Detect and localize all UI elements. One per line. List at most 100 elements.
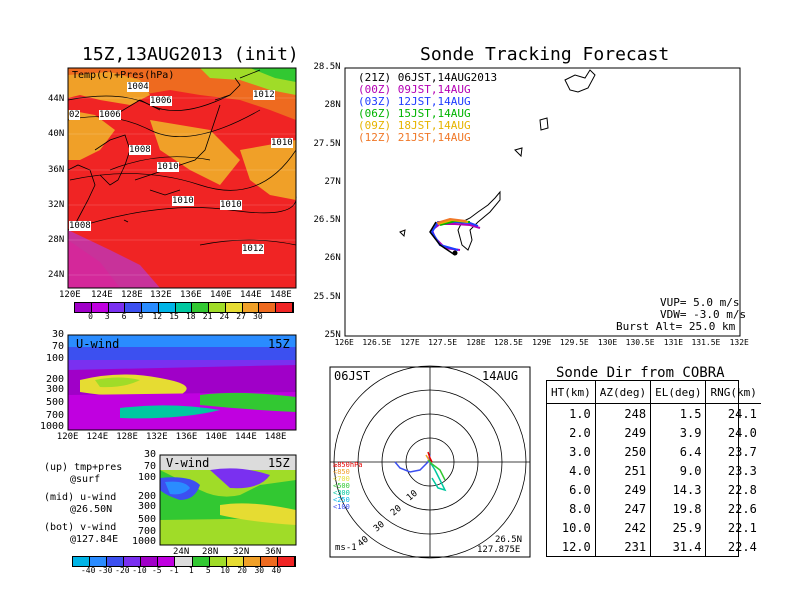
legend-row: (00Z) 09JST,14AUG [358, 84, 497, 96]
table-cell: 22.8 [727, 482, 757, 497]
sonde-table-frame: HT(km) AZ(deg) EL(deg) RNG(km) 1.0 248 1.5 24.1… [546, 380, 761, 557]
table-row: 6.0 249 14.3 22.8 [547, 480, 761, 499]
lat-tick: 26.5N [313, 215, 341, 226]
colorbar-tick: 20 [237, 566, 247, 575]
island-okinawa [457, 190, 501, 251]
x-tick: 24N [173, 547, 190, 557]
x-tick: 124E [86, 432, 109, 442]
lat-tick: 27N [324, 176, 341, 187]
colorbar-swatch [242, 303, 260, 312]
table-header: RNG(km) [705, 381, 761, 404]
island-amami [564, 69, 596, 93]
v-wind-time: 15Z [268, 456, 290, 470]
polar-date: 14AUG [482, 369, 519, 383]
colorbar-swatch [175, 303, 193, 312]
y-tick: 700 [46, 409, 65, 421]
y-tick: 70 [144, 460, 157, 472]
lon-tick: 124E [91, 290, 113, 300]
table-header: HT(km) [547, 381, 596, 404]
lon-tick: 129.5E [559, 338, 589, 347]
lon-tick: 128.5E [493, 338, 523, 347]
x-tick: 28N [202, 547, 219, 557]
table-row: 8.0 247 19.8 22.6 [547, 499, 761, 518]
lon-tick: 126.5E [362, 338, 392, 347]
table-cell: 22.1 [727, 520, 757, 535]
colorbar-swatch [141, 557, 159, 566]
colorbar-swatch [192, 303, 210, 312]
note-up-level: @surf [70, 474, 101, 485]
table-cell: 250 [595, 442, 652, 461]
colorbar-tick: 10 [220, 566, 230, 575]
launch-point [452, 250, 458, 256]
y-tick: 30 [144, 449, 157, 460]
legend-code: (06Z) [358, 107, 392, 120]
table-cell: 231 [595, 537, 652, 556]
table-cell: 248 [595, 403, 652, 423]
table-cell: 251 [595, 461, 652, 480]
y-tick: 500 [46, 397, 65, 409]
legend-code: (21Z) [358, 71, 392, 84]
isobar-label: 1006 [99, 110, 121, 120]
table-cell: 249 [595, 423, 652, 442]
v-wind-label: V-wind [166, 456, 210, 470]
param-burst: Burst Alt= 25.0 km [616, 320, 736, 333]
lon-tick: 132E [150, 290, 172, 300]
table-row: 12.0 231 31.4 22.4 [547, 537, 761, 556]
island-okinoerabu [514, 147, 523, 158]
lon-tick: 128E [121, 290, 143, 300]
table-cell: 22.6 [727, 501, 757, 516]
colorbar-tick: -1 [169, 566, 179, 575]
temp-map-label: Temp(C)+Pres(hPa) [72, 70, 175, 81]
lon-tick: 126E [334, 338, 354, 347]
table-cell: 3.0 [547, 442, 596, 461]
lon-tick: 131E [663, 338, 684, 347]
table-cell: 9.0 [650, 461, 707, 480]
table-cell: 8.0 [547, 499, 596, 518]
table-row: 2.0 249 3.9 24.0 [547, 423, 761, 442]
table-cell: 4.0 [547, 461, 596, 480]
param-vup: VUP= 5.0 m/s [660, 296, 740, 309]
colorbar-swatch [226, 557, 244, 566]
right-title: Sonde Tracking Forecast [420, 44, 670, 65]
lat-tick: 28.5N [313, 62, 341, 72]
colorbar-tick: -10 [132, 566, 147, 575]
isobar-label: 1010 [220, 200, 242, 210]
layer-label: <700 [333, 475, 350, 483]
param-vdw: VDW= -3.0 m/s [660, 308, 747, 321]
wind-colorbar [72, 556, 296, 567]
u-wind-label: U-wind [76, 337, 120, 351]
table-cell: 31.4 [650, 537, 707, 556]
colorbar-tick: -40 [80, 566, 96, 575]
colorbar-tick: 0 [88, 312, 93, 321]
colorbar-tick: 12 [152, 312, 163, 321]
legend-row: (12Z) 21JST,14AUG [358, 132, 497, 144]
colorbar-swatch [209, 303, 226, 312]
sonde-table-title: Sonde Dir from COBRA [556, 365, 725, 381]
table-header: AZ(deg) [595, 381, 652, 404]
table-header: EL(deg) [650, 381, 707, 404]
legend-text: 15JST,14AUG [397, 107, 471, 120]
colorbar-swatch [259, 303, 277, 312]
table-cell: 249 [595, 480, 652, 499]
colorbar-swatch [125, 303, 143, 312]
colorbar-swatch [158, 303, 176, 312]
colorbar-swatch [260, 557, 278, 566]
polar-plot [329, 365, 531, 559]
y-tick: 300 [46, 384, 65, 396]
x-tick: 136E [175, 432, 198, 442]
x-tick: 120E [56, 432, 79, 442]
legend-text: 21JST,14AUG [397, 131, 471, 144]
isobar-label: 1010 [271, 138, 293, 148]
lon-tick: 140E [210, 290, 232, 300]
colorbar-tick: 27 [236, 312, 246, 321]
legend-code: (03Z) [358, 95, 392, 108]
table-cell: 24.1 [727, 406, 757, 421]
table-cell: 3.9 [650, 423, 707, 442]
y-tick: 100 [138, 471, 157, 483]
colorbar-swatch [192, 557, 210, 566]
table-row: 10.0 242 25.9 22.1 [547, 518, 761, 537]
table-cell: 242 [595, 518, 652, 537]
left-title: 15Z,13AUG2013 (init) [82, 44, 299, 65]
colorbar-swatch [108, 303, 126, 312]
lon-tick: 148E [270, 290, 292, 300]
